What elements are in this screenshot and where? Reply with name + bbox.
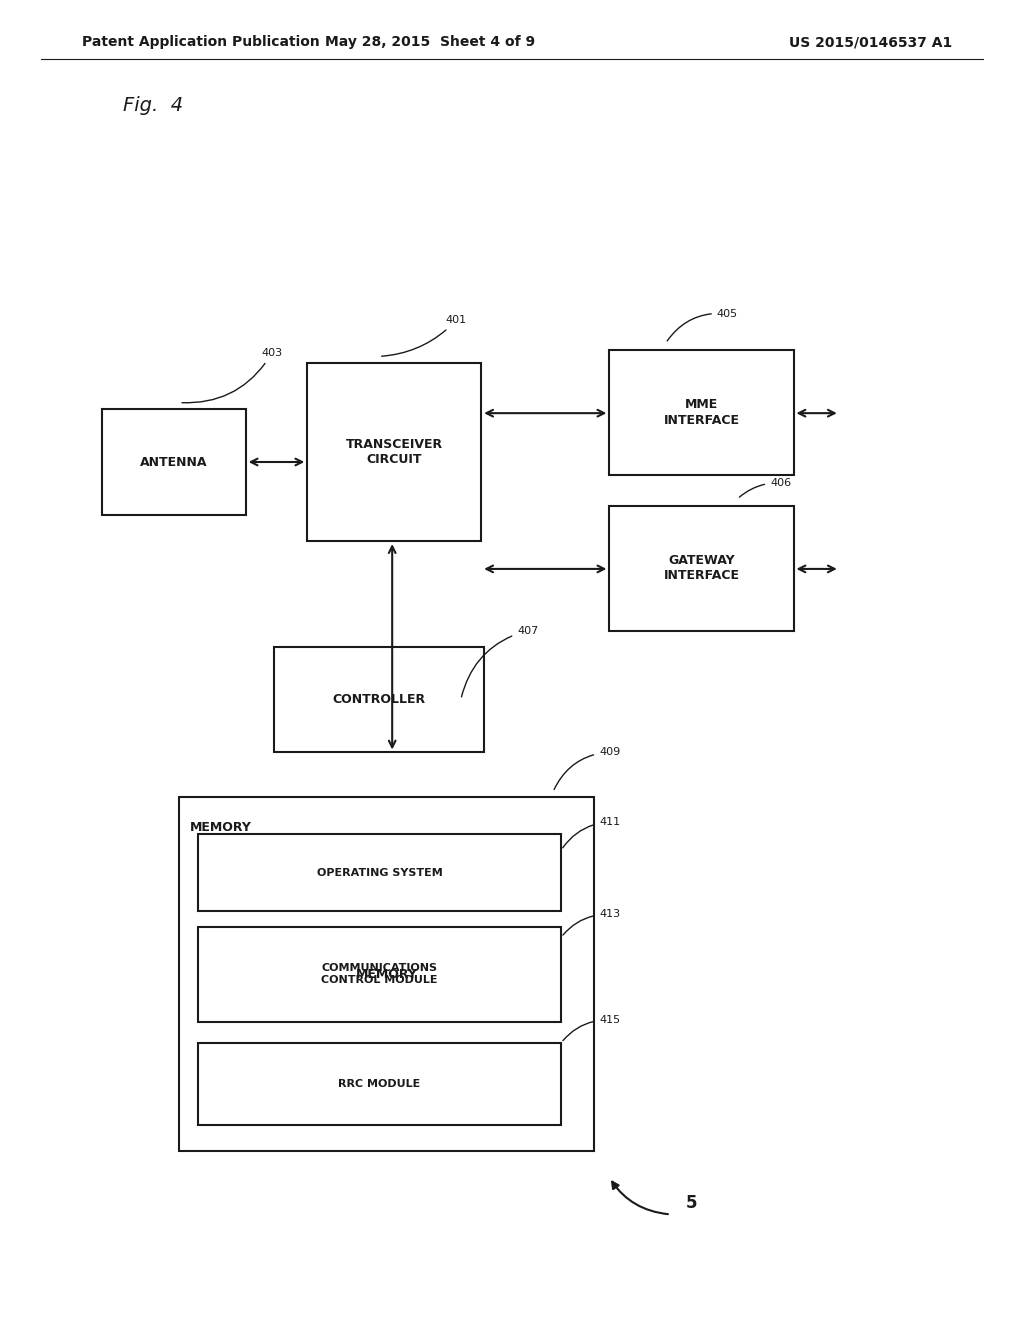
Text: 406: 406	[739, 478, 792, 498]
Text: Fig.  4: Fig. 4	[123, 96, 183, 115]
Text: 405: 405	[668, 309, 738, 341]
FancyBboxPatch shape	[102, 409, 246, 515]
Text: Patent Application Publication: Patent Application Publication	[82, 36, 319, 49]
Text: MEMORY: MEMORY	[355, 968, 418, 981]
Text: RRC MODULE: RRC MODULE	[338, 1078, 421, 1089]
Text: COMMUNICATIONS
CONTROL MODULE: COMMUNICATIONS CONTROL MODULE	[322, 964, 437, 985]
Text: MME
INTERFACE: MME INTERFACE	[664, 399, 739, 426]
Text: CONTROLLER: CONTROLLER	[333, 693, 426, 706]
FancyBboxPatch shape	[179, 797, 594, 1151]
FancyBboxPatch shape	[609, 350, 794, 475]
Text: 415: 415	[563, 1015, 621, 1040]
Text: OPERATING SYSTEM: OPERATING SYSTEM	[316, 867, 442, 878]
FancyBboxPatch shape	[274, 647, 484, 752]
Text: 413: 413	[563, 909, 621, 935]
Text: May 28, 2015  Sheet 4 of 9: May 28, 2015 Sheet 4 of 9	[325, 36, 536, 49]
FancyBboxPatch shape	[198, 834, 561, 911]
Text: 409: 409	[554, 747, 621, 789]
FancyBboxPatch shape	[198, 927, 561, 1022]
Text: 5: 5	[686, 1193, 697, 1212]
Text: MEMORY: MEMORY	[189, 821, 251, 834]
Text: 411: 411	[563, 817, 621, 847]
Text: GATEWAY
INTERFACE: GATEWAY INTERFACE	[664, 554, 739, 582]
Text: TRANSCEIVER
CIRCUIT: TRANSCEIVER CIRCUIT	[346, 438, 442, 466]
Text: US 2015/0146537 A1: US 2015/0146537 A1	[788, 36, 952, 49]
FancyBboxPatch shape	[609, 506, 794, 631]
FancyBboxPatch shape	[198, 1043, 561, 1125]
Text: ANTENNA: ANTENNA	[140, 455, 208, 469]
Text: 407: 407	[462, 626, 539, 697]
FancyBboxPatch shape	[307, 363, 481, 541]
Text: 403: 403	[182, 348, 283, 403]
Text: 401: 401	[382, 315, 467, 356]
